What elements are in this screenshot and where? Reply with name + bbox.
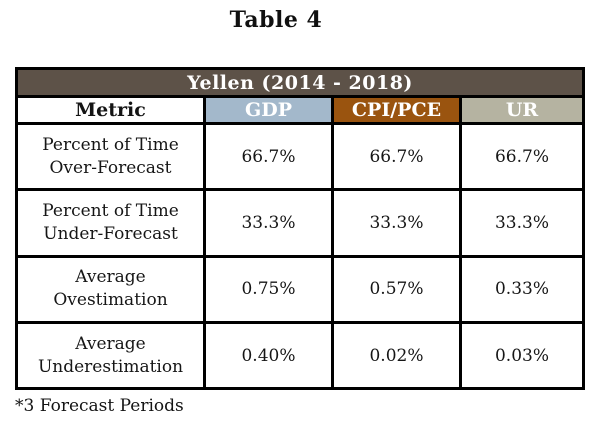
table-title-bar: Yellen (2014 - 2018) [15, 67, 585, 98]
cell-value: 0.40% [203, 321, 334, 390]
forecast-table: Yellen (2014 - 2018) Metric GDP CPI/PCE … [15, 67, 585, 390]
table-title-row: Yellen (2014 - 2018) [15, 67, 585, 98]
column-header-cpi-pce: CPI/PCE [331, 95, 462, 125]
cell-value: 33.3% [203, 188, 334, 258]
cell-value: 0.03% [459, 321, 585, 390]
cell-value: 0.02% [331, 321, 462, 390]
row-label-over-forecast: Percent of Time Over-Forecast [15, 121, 206, 192]
table-row: Percent of Time Over-Forecast 66.7% 66.7… [15, 121, 585, 192]
cell-value: 66.7% [459, 121, 585, 192]
table-footnote: *3 Forecast Periods [15, 396, 184, 416]
row-label-avg-overestimation: Average Ovestimation [15, 254, 206, 325]
column-header-ur: UR [459, 95, 585, 125]
table-row: Percent of Time Under-Forecast 33.3% 33.… [15, 188, 585, 258]
column-header-metric: Metric [15, 95, 206, 125]
cell-value: 0.33% [459, 254, 585, 325]
page-title: Table 4 [229, 7, 323, 33]
cell-value: 0.57% [331, 254, 462, 325]
table-row: Average Ovestimation 0.75% 0.57% 0.33% [15, 254, 585, 325]
table-row: Average Underestimation 0.40% 0.02% 0.03… [15, 321, 585, 390]
row-label-avg-underestimation: Average Underestimation [15, 321, 206, 390]
cell-value: 66.7% [331, 121, 462, 192]
column-header-row: Metric GDP CPI/PCE UR [15, 95, 585, 125]
column-header-gdp: GDP [203, 95, 334, 125]
cell-value: 0.75% [203, 254, 334, 325]
cell-value: 33.3% [331, 188, 462, 258]
row-label-under-forecast: Percent of Time Under-Forecast [15, 188, 206, 258]
cell-value: 33.3% [459, 188, 585, 258]
cell-value: 66.7% [203, 121, 334, 192]
